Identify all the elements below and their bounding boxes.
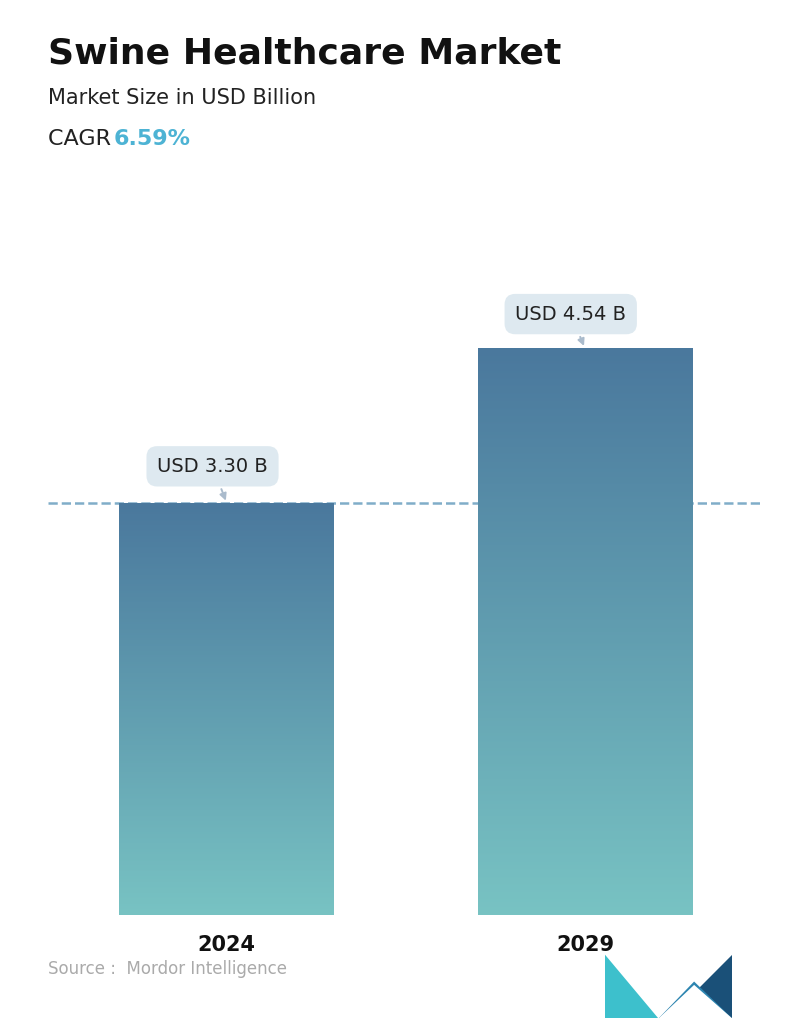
Text: USD 3.30 B: USD 3.30 B bbox=[157, 457, 268, 498]
Text: CAGR: CAGR bbox=[48, 129, 118, 149]
Text: Source :  Mordor Intelligence: Source : Mordor Intelligence bbox=[48, 960, 287, 977]
Polygon shape bbox=[605, 954, 658, 1018]
Text: 6.59%: 6.59% bbox=[114, 129, 191, 149]
Polygon shape bbox=[669, 954, 732, 1018]
Polygon shape bbox=[658, 984, 732, 1018]
Polygon shape bbox=[658, 981, 732, 1018]
Text: Swine Healthcare Market: Swine Healthcare Market bbox=[48, 36, 561, 70]
Text: USD 4.54 B: USD 4.54 B bbox=[515, 305, 626, 344]
Text: Market Size in USD Billion: Market Size in USD Billion bbox=[48, 88, 316, 108]
